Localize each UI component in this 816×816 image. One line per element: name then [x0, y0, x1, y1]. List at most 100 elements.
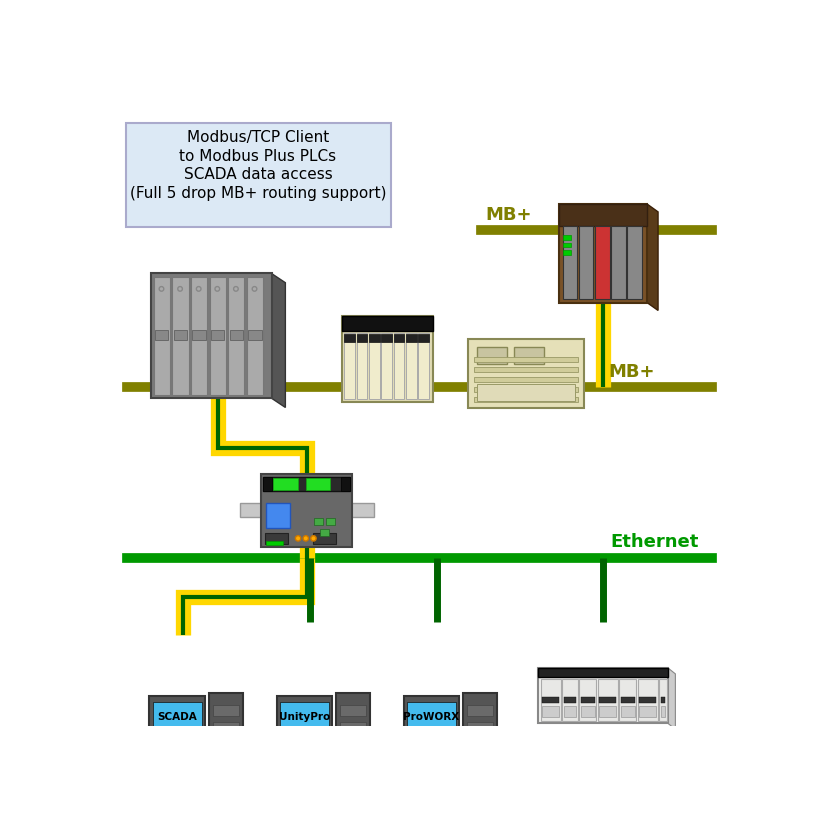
Bar [341, 477, 350, 490]
Circle shape [311, 535, 316, 541]
Bar [286, 742, 322, 747]
Bar [248, 330, 261, 339]
Circle shape [252, 286, 257, 291]
Bar [339, 721, 366, 733]
Bar [369, 335, 379, 342]
Polygon shape [667, 667, 676, 730]
Bar [211, 330, 224, 339]
Polygon shape [272, 273, 286, 407]
Bar [514, 347, 543, 364]
Bar [273, 747, 336, 754]
Bar [428, 734, 434, 743]
Bar [313, 533, 336, 543]
Bar [406, 335, 417, 342]
Bar [263, 477, 272, 490]
Bar [213, 738, 239, 750]
Bar [357, 333, 367, 399]
Bar [474, 387, 578, 392]
Bar [661, 706, 665, 717]
Circle shape [295, 535, 301, 541]
Bar [229, 330, 243, 339]
Bar [564, 706, 576, 717]
Bar [579, 226, 593, 299]
Bar [563, 251, 571, 255]
Bar [155, 330, 168, 339]
Bar [193, 330, 206, 339]
Bar [579, 678, 596, 721]
Bar [581, 697, 595, 703]
Bar [158, 742, 196, 747]
Bar [277, 696, 332, 736]
Bar [153, 277, 170, 395]
Bar [191, 277, 207, 395]
Polygon shape [647, 204, 658, 310]
Bar [393, 333, 405, 399]
Bar [213, 721, 239, 733]
Bar [628, 226, 642, 299]
Bar [336, 693, 370, 756]
Bar [413, 742, 450, 747]
Bar [539, 667, 667, 723]
Bar [357, 335, 367, 342]
Bar [621, 697, 635, 703]
Bar [563, 235, 571, 240]
Bar [149, 696, 205, 736]
Bar [474, 357, 578, 362]
Bar [174, 330, 187, 339]
Bar [261, 473, 352, 547]
Bar [564, 697, 576, 703]
Bar [406, 703, 456, 732]
Bar [639, 706, 656, 717]
Bar [477, 384, 574, 401]
Text: ProWORX: ProWORX [403, 712, 459, 722]
Bar [263, 477, 350, 490]
Bar [326, 518, 335, 526]
Text: MB+: MB+ [609, 362, 655, 380]
Bar [467, 721, 493, 733]
Bar [404, 696, 459, 736]
Text: UnityPro: UnityPro [278, 712, 330, 722]
Text: Modbus/TCP Client: Modbus/TCP Client [187, 131, 329, 145]
Bar [639, 697, 656, 703]
Circle shape [233, 286, 238, 291]
Text: Ethernet: Ethernet [610, 534, 699, 552]
Bar [597, 678, 618, 721]
Bar [339, 738, 366, 750]
Bar [468, 339, 583, 408]
Bar [611, 226, 626, 299]
Bar [539, 667, 667, 677]
Circle shape [215, 286, 220, 291]
Bar [210, 277, 226, 395]
Bar [342, 316, 432, 331]
Bar [265, 533, 288, 543]
Bar [280, 703, 329, 732]
Bar [344, 335, 355, 342]
Circle shape [178, 286, 183, 291]
Text: SCADA data access: SCADA data access [184, 167, 332, 182]
Bar [213, 705, 239, 716]
Bar [659, 678, 667, 721]
FancyBboxPatch shape [126, 122, 391, 227]
Bar [153, 703, 202, 732]
Bar [151, 273, 272, 398]
Bar [273, 478, 298, 490]
Bar [619, 678, 636, 721]
Bar [342, 316, 432, 402]
Bar [661, 697, 665, 703]
Bar [563, 242, 571, 247]
Text: to Modbus Plus PLCs: to Modbus Plus PLCs [180, 149, 337, 164]
Bar [406, 333, 417, 399]
Text: MB+: MB+ [486, 206, 532, 224]
Bar [246, 277, 263, 395]
Bar [595, 226, 610, 299]
Bar [209, 693, 242, 756]
Bar [474, 377, 578, 382]
Bar [306, 478, 330, 490]
Bar [314, 518, 323, 526]
Bar [228, 277, 245, 395]
Bar [401, 747, 463, 754]
Bar [369, 333, 379, 399]
Bar [301, 734, 308, 743]
Circle shape [159, 286, 164, 291]
Bar [266, 541, 282, 545]
